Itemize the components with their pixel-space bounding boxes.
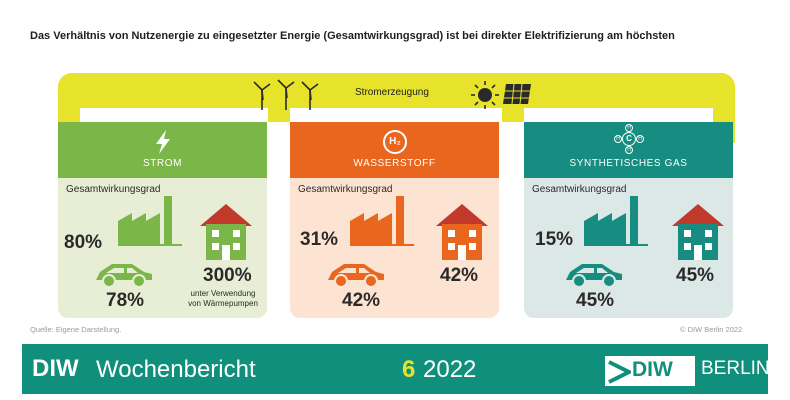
diw-logo-mark-icon [608,360,631,384]
panel-hydrogen: H₂ WASSERSTOFF Gesamtwirkungsgrad 31% 42… [290,122,499,318]
synthetic-gas-car-pct: 45% [576,290,615,311]
logo-diw-text: DIW [632,358,673,381]
panel-electricity: STROM Gesamtwirkungsgrad 80% 78% 300% un… [58,122,267,318]
band-connector-middle-left [268,100,290,122]
molecule-hydrogen-top: H [625,124,633,132]
band-connector-middle-right [502,100,524,122]
hydrogen-factory-pct: 31% [300,229,339,250]
power-generation-label: Stromerzeugung [355,87,429,98]
molecule-hydrogen-bottom: H [625,146,633,154]
copyright-note: © DIW Berlin 2022 [680,325,743,334]
factory-icon [584,196,648,246]
heat-pump-note-line-1: unter Verwendung [190,289,256,298]
electricity-factory-pct: 80% [64,232,103,253]
heat-pump-note: unter Verwendung von Wärmepumpen [181,289,265,309]
molecule-carbon: C [622,132,636,146]
house-icon [436,204,488,260]
panel-synthetic-gas: C H H H H SYNTHETISCHES GAS Gesamtwirkun… [524,122,733,318]
synthetic-gas-factory-pct: 15% [535,229,574,250]
publication-bar: DIW Wochenbericht 6 2022 DIW BERLIN [22,344,770,394]
factory-icon [350,196,414,246]
wind-turbine-icon [253,79,319,110]
issue-year: 2022 [423,356,477,383]
band-gap [80,108,713,122]
molecule-hydrogen-left: H [614,135,622,143]
synthetic-gas-house-pct: 45% [676,265,715,286]
brand-name: DIW [32,355,79,382]
electricity-house-pct: 300% [203,265,252,286]
source-note: Quelle: Eigene Darstellung. [30,325,122,334]
issue-number: 6 [402,356,416,383]
house-icon [672,204,724,260]
house-icon [200,204,252,260]
panel-electricity-title: STROM [142,158,183,169]
hydrogen-house-pct: 42% [440,265,479,286]
panel-synthetic-gas-sublabel: Gesamtwirkungsgrad [532,184,627,195]
molecule-hydrogen-right: H [636,135,644,143]
diw-logo-box [605,356,695,386]
car-icon [566,264,622,288]
car-icon [328,264,384,288]
publication-name: Wochenbericht [96,356,256,383]
panel-electricity-header [58,122,267,178]
panel-hydrogen-sublabel: Gesamtwirkungsgrad [298,184,393,195]
hydrogen-car-pct: 42% [342,290,381,311]
solar-panel-icon [503,83,531,105]
heat-pump-note-line-2: von Wärmepumpen [188,299,258,308]
headline: Das Verhältnis von Nutzenergie zu einges… [30,30,675,42]
logo-city-text: BERLIN [701,358,770,379]
hydrogen-icon: H₂ [383,130,407,154]
panel-hydrogen-title: WASSERSTOFF [353,158,436,169]
electricity-car-pct: 78% [106,290,145,311]
molecule-icon: C H H H H [614,124,644,154]
panel-electricity-sublabel: Gesamtwirkungsgrad [66,184,161,195]
lightning-icon [156,130,170,154]
panel-synthetic-gas-title: SYNTHETISCHES GAS [569,158,688,169]
factory-icon [118,196,182,246]
car-icon [96,264,152,288]
sun-icon [471,81,499,109]
